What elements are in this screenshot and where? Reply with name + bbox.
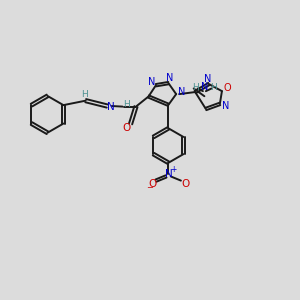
- Text: +: +: [170, 165, 176, 174]
- Text: N: N: [148, 76, 155, 87]
- Text: O: O: [224, 83, 231, 94]
- Text: H: H: [123, 100, 130, 109]
- Text: −: −: [146, 184, 153, 193]
- Text: N: N: [178, 87, 185, 97]
- Text: N: N: [166, 74, 174, 83]
- Text: N: N: [107, 102, 115, 112]
- Text: O: O: [181, 179, 189, 190]
- Text: H: H: [192, 83, 199, 92]
- Text: O: O: [122, 123, 130, 133]
- Text: N: N: [201, 82, 208, 92]
- Text: O: O: [148, 179, 157, 190]
- Text: N: N: [165, 169, 172, 179]
- Text: N: N: [221, 101, 229, 111]
- Text: N: N: [204, 74, 211, 84]
- Text: H: H: [211, 83, 217, 92]
- Text: H: H: [81, 90, 88, 99]
